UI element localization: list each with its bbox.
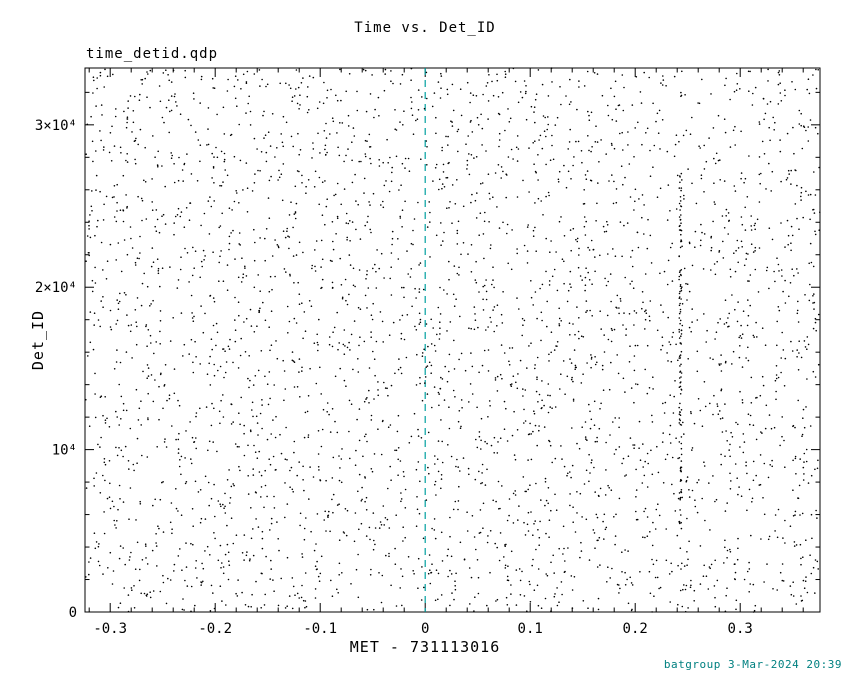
x-tick-label: 0.2 — [623, 621, 648, 637]
x-tick-label: 0.1 — [518, 621, 543, 637]
footer-timestamp: batgroup 3-Mar-2024 20:39 — [663, 658, 842, 671]
y-tick-label: 0 — [69, 605, 77, 621]
file-label: time_detid.qdp — [86, 46, 219, 62]
y-tick-label: 10⁴ — [52, 443, 77, 459]
x-tick-label: -0.2 — [198, 621, 232, 637]
x-tick-label: 0 — [421, 621, 429, 637]
chart-title: Time vs. Det_ID — [354, 20, 496, 36]
x-tick-label: -0.1 — [303, 621, 337, 637]
y-tick-label: 2×10⁴ — [35, 280, 77, 296]
scatter-points — [85, 67, 821, 613]
y-tick-label: 3×10⁴ — [35, 118, 77, 134]
x-tick-label: -0.3 — [93, 621, 127, 637]
x-axis-label: MET - 731113016 — [349, 638, 501, 656]
plot-frame — [84, 67, 821, 613]
x-tick-label: 0.3 — [728, 621, 753, 637]
